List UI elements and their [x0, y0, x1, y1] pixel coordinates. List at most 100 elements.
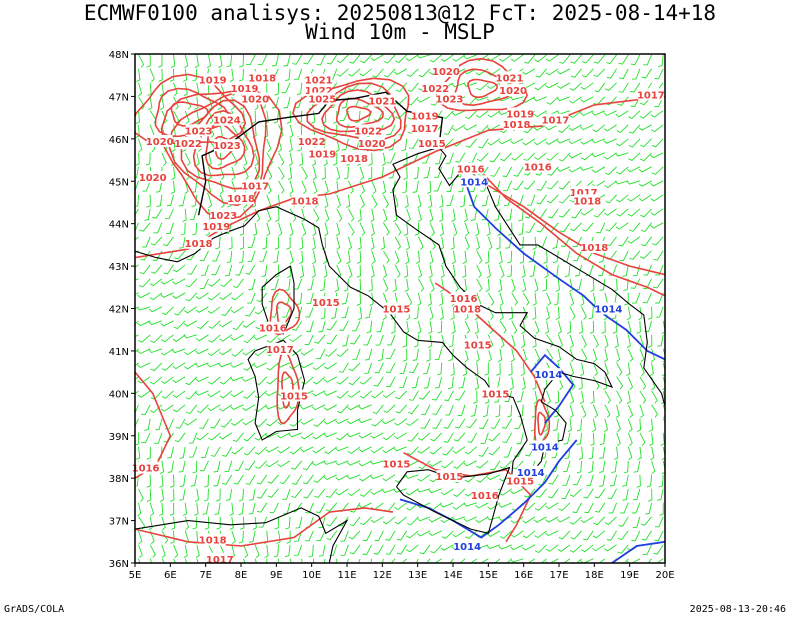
isobar-line [135, 507, 394, 547]
isobar-label: 1015 [464, 341, 492, 352]
isobar-label: 1018 [340, 154, 368, 165]
isobar-label: 1015 [280, 391, 308, 402]
isobar-line [205, 123, 246, 170]
isobar-label: 1018 [199, 536, 227, 547]
isobar-label-bg [199, 73, 226, 86]
isobar-label: 1017 [206, 555, 234, 566]
x-tick-label: 5E [129, 570, 142, 581]
isobar-label: 1023 [436, 95, 464, 106]
isobar-label: 1017 [266, 345, 294, 356]
isobar-label-bg [185, 124, 212, 137]
coastline [135, 231, 228, 263]
isobar-label-bg [422, 81, 449, 94]
isobar-label: 1015 [312, 298, 340, 309]
coastline [135, 507, 349, 563]
x-tick-label: 7E [199, 570, 212, 581]
x-axis: 5E 6E 7E 8E 9E 10E 11E 12E 13E 14E 15E 16E 17E 18E 19E… [129, 563, 675, 581]
x-tick-label: 12E [373, 570, 392, 581]
isobar-label: 1017 [542, 116, 570, 127]
plot-area: 1019 101810191020102110221025102010221021… [132, 53, 666, 566]
isobar-label: 1022 [305, 86, 333, 97]
isobar-line [170, 101, 209, 127]
isobar-label-bg [231, 81, 258, 94]
isobar-label: 1015 [481, 389, 509, 400]
isobar-line-low [530, 353, 575, 424]
isobar-line [473, 163, 665, 297]
isobar-label: 1015 [436, 472, 464, 483]
isobar-label: 1022 [174, 139, 202, 150]
isobar-label: 1019 [506, 109, 534, 120]
x-tick-label: 19E [620, 570, 639, 581]
isobar-line [335, 97, 385, 129]
y-tick-label: 42N [109, 305, 129, 316]
isobar-label-bg [500, 84, 527, 97]
y-tick-label: 43N [109, 262, 129, 273]
isobar-label: 1020 [358, 139, 386, 150]
isobar-line [454, 68, 515, 107]
isobar-label-bg [203, 219, 230, 232]
isobar-label: 1018 [248, 73, 276, 84]
isobar-label-bg [436, 470, 463, 483]
isobar-label-bg [139, 171, 166, 184]
isobar-line [467, 78, 498, 99]
isobar-label-bg [454, 302, 481, 315]
isobar-label-bg [524, 160, 551, 173]
x-tick-label: 8E [235, 570, 248, 581]
isobar-label-bg [281, 389, 307, 402]
isobar-label-bg [132, 461, 159, 474]
isobar-label-bg [432, 64, 459, 77]
isobar-label-bg [482, 387, 509, 400]
isobar-label: 1018 [291, 196, 319, 207]
isobar-line [346, 105, 372, 122]
isobar-label-bg [531, 440, 558, 453]
x-tick-label: 9E [270, 570, 283, 581]
isobar-label: 1018 [185, 239, 213, 250]
country-border [197, 91, 444, 216]
y-tick-label: 48N [109, 50, 129, 61]
isobar-label-bg [581, 240, 608, 253]
isobar-label: 1015 [506, 476, 534, 487]
isobar-label-bg [457, 162, 484, 175]
y-tick-label: 39N [109, 432, 129, 443]
y-tick-label: 38N [109, 474, 129, 485]
isobar-label: 1024 [213, 116, 241, 127]
isobar-label-bg [175, 137, 201, 150]
isobar-label: 1014 [460, 177, 488, 188]
isobar-label: 1017 [411, 124, 439, 135]
isobar-label: 1016 [457, 165, 485, 176]
isobar-label: 1021 [496, 73, 524, 84]
footer-timestamp: 2025-08-13-20:46 [689, 604, 786, 615]
isobar-label-bg [637, 88, 664, 101]
isobar-label: 1021 [368, 97, 396, 108]
isobar-label-bg [450, 291, 477, 304]
isobar-label-bg [291, 194, 318, 207]
isobar-label-bg [461, 175, 488, 188]
isobar-label-bg [228, 192, 254, 205]
footer-credit: GrADS/COLA [4, 604, 65, 615]
isobar-label: 1019 [202, 222, 230, 233]
isobar-label: 1016 [132, 464, 160, 475]
isobar-label: 1020 [139, 173, 167, 184]
isobar-label-bg [213, 113, 240, 126]
isobar-label: 1023 [213, 141, 241, 152]
isobar-label: 1018 [503, 120, 531, 131]
x-tick-label: 13E [408, 570, 427, 581]
isobar-label-bg [312, 296, 339, 309]
isobar-label: 1018 [580, 243, 608, 254]
isobar-label-bg [341, 151, 368, 164]
isobar-label-bg [206, 552, 233, 565]
isobar-label: 1020 [241, 95, 269, 106]
isobar-label-bg [298, 134, 325, 147]
isobar-label-bg [146, 134, 173, 147]
isobar-label: 1020 [146, 137, 174, 148]
y-tick-label: 46N [109, 135, 129, 146]
y-axis: 36N 37N 38N 39N 40N 41N 42N 43N 44N 45N 46N 47N 48N [109, 50, 135, 570]
coastline-borders [135, 91, 665, 563]
isobar-label: 1018 [573, 196, 601, 207]
x-tick-label: 20E [655, 570, 674, 581]
isobar-label: 1019 [308, 150, 336, 161]
isobar-label: 1014 [531, 442, 559, 453]
x-tick-label: 10E [302, 570, 321, 581]
coastline [463, 168, 665, 407]
x-tick-label: 16E [514, 570, 533, 581]
